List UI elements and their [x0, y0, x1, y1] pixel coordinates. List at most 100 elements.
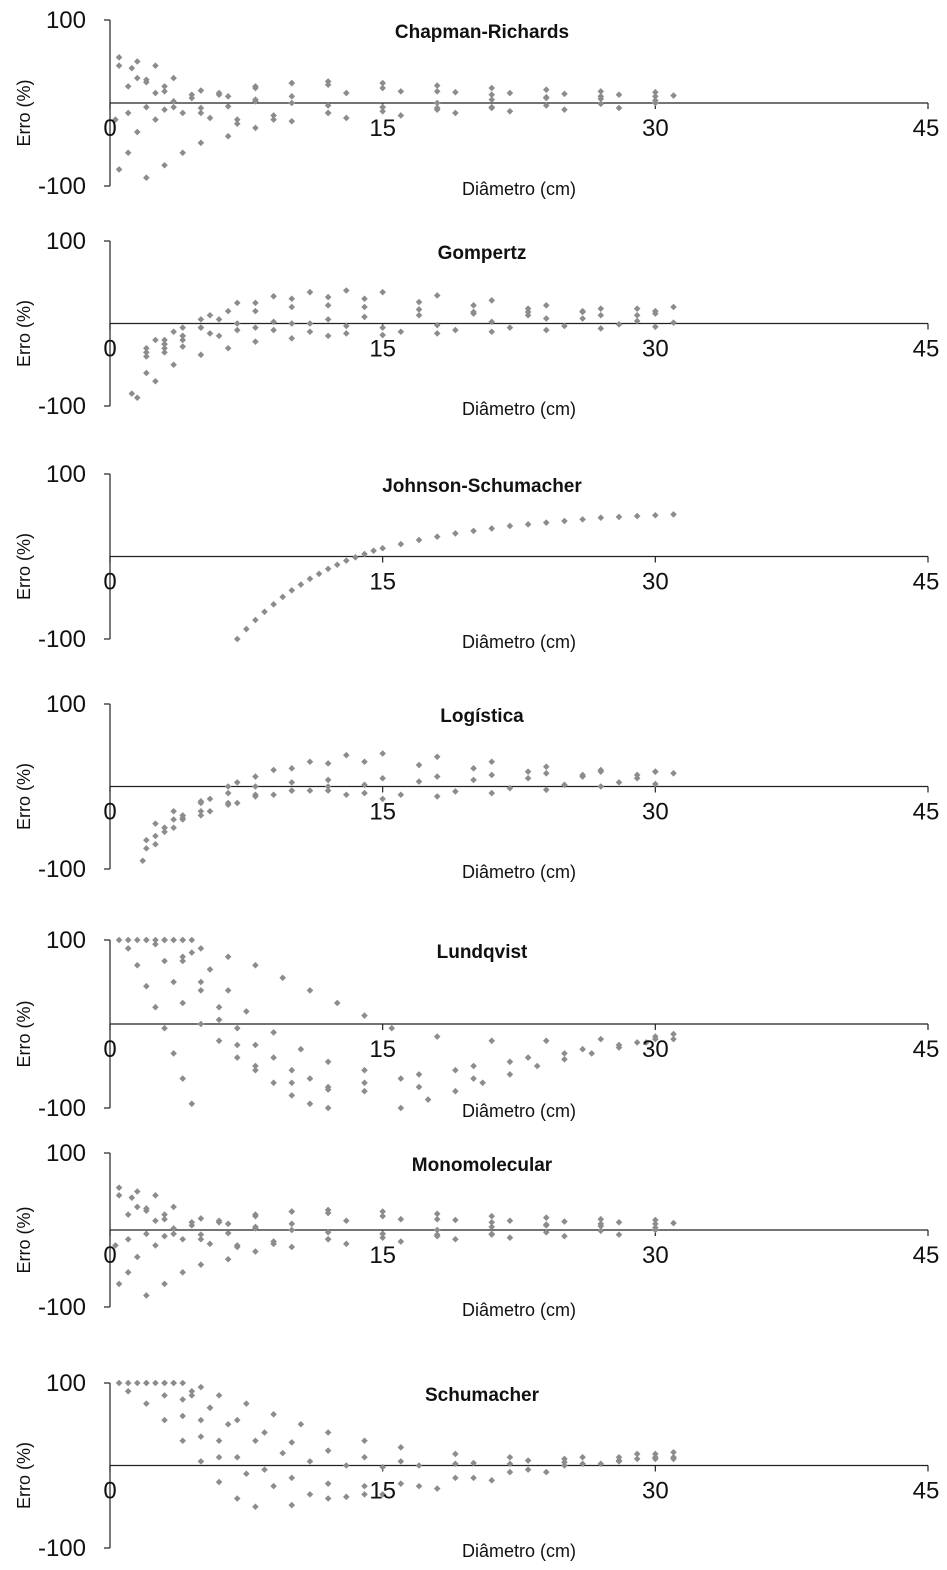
data-point — [143, 103, 150, 111]
data-point — [279, 593, 286, 601]
data-point — [642, 1039, 650, 1046]
data-points — [115, 1379, 677, 1511]
data-point — [488, 1477, 496, 1484]
data-point — [542, 86, 550, 94]
x-tick-label: 30 — [642, 799, 669, 826]
data-point — [306, 288, 314, 296]
data-point — [252, 1248, 259, 1255]
data-point — [197, 139, 205, 147]
data-point — [506, 89, 514, 97]
data-point — [133, 1253, 141, 1261]
data-point — [433, 1210, 441, 1218]
x-tick-label: 45 — [913, 1478, 940, 1505]
data-point — [324, 1429, 332, 1436]
data-point — [224, 132, 232, 140]
data-point — [252, 773, 259, 780]
data-point — [215, 1037, 223, 1045]
data-point — [179, 324, 187, 331]
data-point — [143, 1379, 150, 1387]
data-point — [652, 1033, 659, 1040]
data-point — [415, 1083, 423, 1091]
data-point — [170, 978, 177, 986]
data-point — [452, 1216, 459, 1224]
data-point — [206, 966, 214, 973]
data-point — [115, 1184, 123, 1191]
data-point — [288, 1439, 296, 1446]
data-point — [170, 361, 177, 369]
data-point — [215, 332, 223, 340]
data-point — [652, 1216, 659, 1224]
data-point — [224, 344, 232, 352]
data-point — [433, 321, 441, 329]
data-point — [361, 1453, 368, 1461]
data-point — [324, 293, 332, 301]
data-point — [652, 99, 659, 107]
data-point — [415, 778, 423, 785]
data-point — [197, 1433, 205, 1440]
data-point — [233, 1243, 241, 1251]
data-point — [252, 791, 259, 799]
data-point — [470, 1075, 477, 1082]
data-point — [152, 1192, 159, 1199]
data-point — [224, 1420, 232, 1428]
data-point — [224, 1255, 232, 1263]
data-point — [343, 1217, 350, 1225]
data-points — [233, 511, 677, 643]
x-tick-label: 15 — [369, 115, 396, 142]
data-point — [506, 324, 514, 331]
data-point — [379, 84, 386, 92]
data-point — [488, 318, 496, 326]
data-point — [361, 1079, 368, 1087]
data-point — [124, 1235, 132, 1243]
data-point — [588, 1050, 596, 1057]
series-3 — [143, 936, 477, 1095]
data-point — [397, 88, 405, 95]
y-tick-label: -100 — [38, 1095, 86, 1122]
data-point — [633, 305, 641, 312]
data-point — [206, 330, 214, 337]
series-6 — [143, 303, 677, 356]
data-point — [324, 1447, 332, 1454]
data-point — [506, 1453, 514, 1461]
data-point — [361, 295, 368, 303]
chart-panel-6: 0 15 30 45 100 -100 Monomolecular Diâmetro (cm)… — [14, 1140, 939, 1321]
data-point — [561, 1218, 568, 1225]
y-tick-label: 100 — [46, 1140, 86, 1167]
data-point — [324, 78, 332, 85]
data-point — [597, 325, 605, 332]
data-point — [161, 1416, 168, 1424]
data-point — [161, 336, 168, 344]
y-tick-label: -100 — [38, 626, 86, 653]
y-axis-title: Erro (%) — [14, 533, 34, 600]
data-point — [197, 1215, 205, 1222]
data-point — [233, 299, 241, 307]
data-point — [306, 787, 314, 794]
data-point — [488, 758, 496, 766]
data-point — [524, 768, 532, 775]
data-point — [179, 957, 187, 965]
data-point — [233, 1054, 241, 1061]
data-point — [279, 1449, 286, 1457]
data-point — [470, 1474, 477, 1482]
y-tick-label: 100 — [46, 7, 86, 34]
data-point — [197, 1458, 205, 1465]
data-point — [152, 62, 159, 69]
x-tick-label: 30 — [642, 1036, 669, 1063]
data-point — [270, 1240, 277, 1248]
y-axis-title: Erro (%) — [14, 1207, 34, 1274]
data-point — [652, 1220, 659, 1228]
data-point — [379, 331, 386, 339]
data-point — [170, 74, 177, 82]
data-point — [215, 1003, 223, 1011]
data-point — [379, 1208, 386, 1215]
data-point — [143, 1400, 150, 1407]
data-point — [524, 308, 532, 316]
chart-title: Logística — [440, 706, 524, 727]
data-point — [233, 1453, 241, 1461]
data-point — [197, 1231, 205, 1238]
data-point — [297, 1045, 305, 1053]
x-tick-label: 30 — [642, 336, 669, 363]
x-tick-label: 15 — [369, 1242, 396, 1269]
